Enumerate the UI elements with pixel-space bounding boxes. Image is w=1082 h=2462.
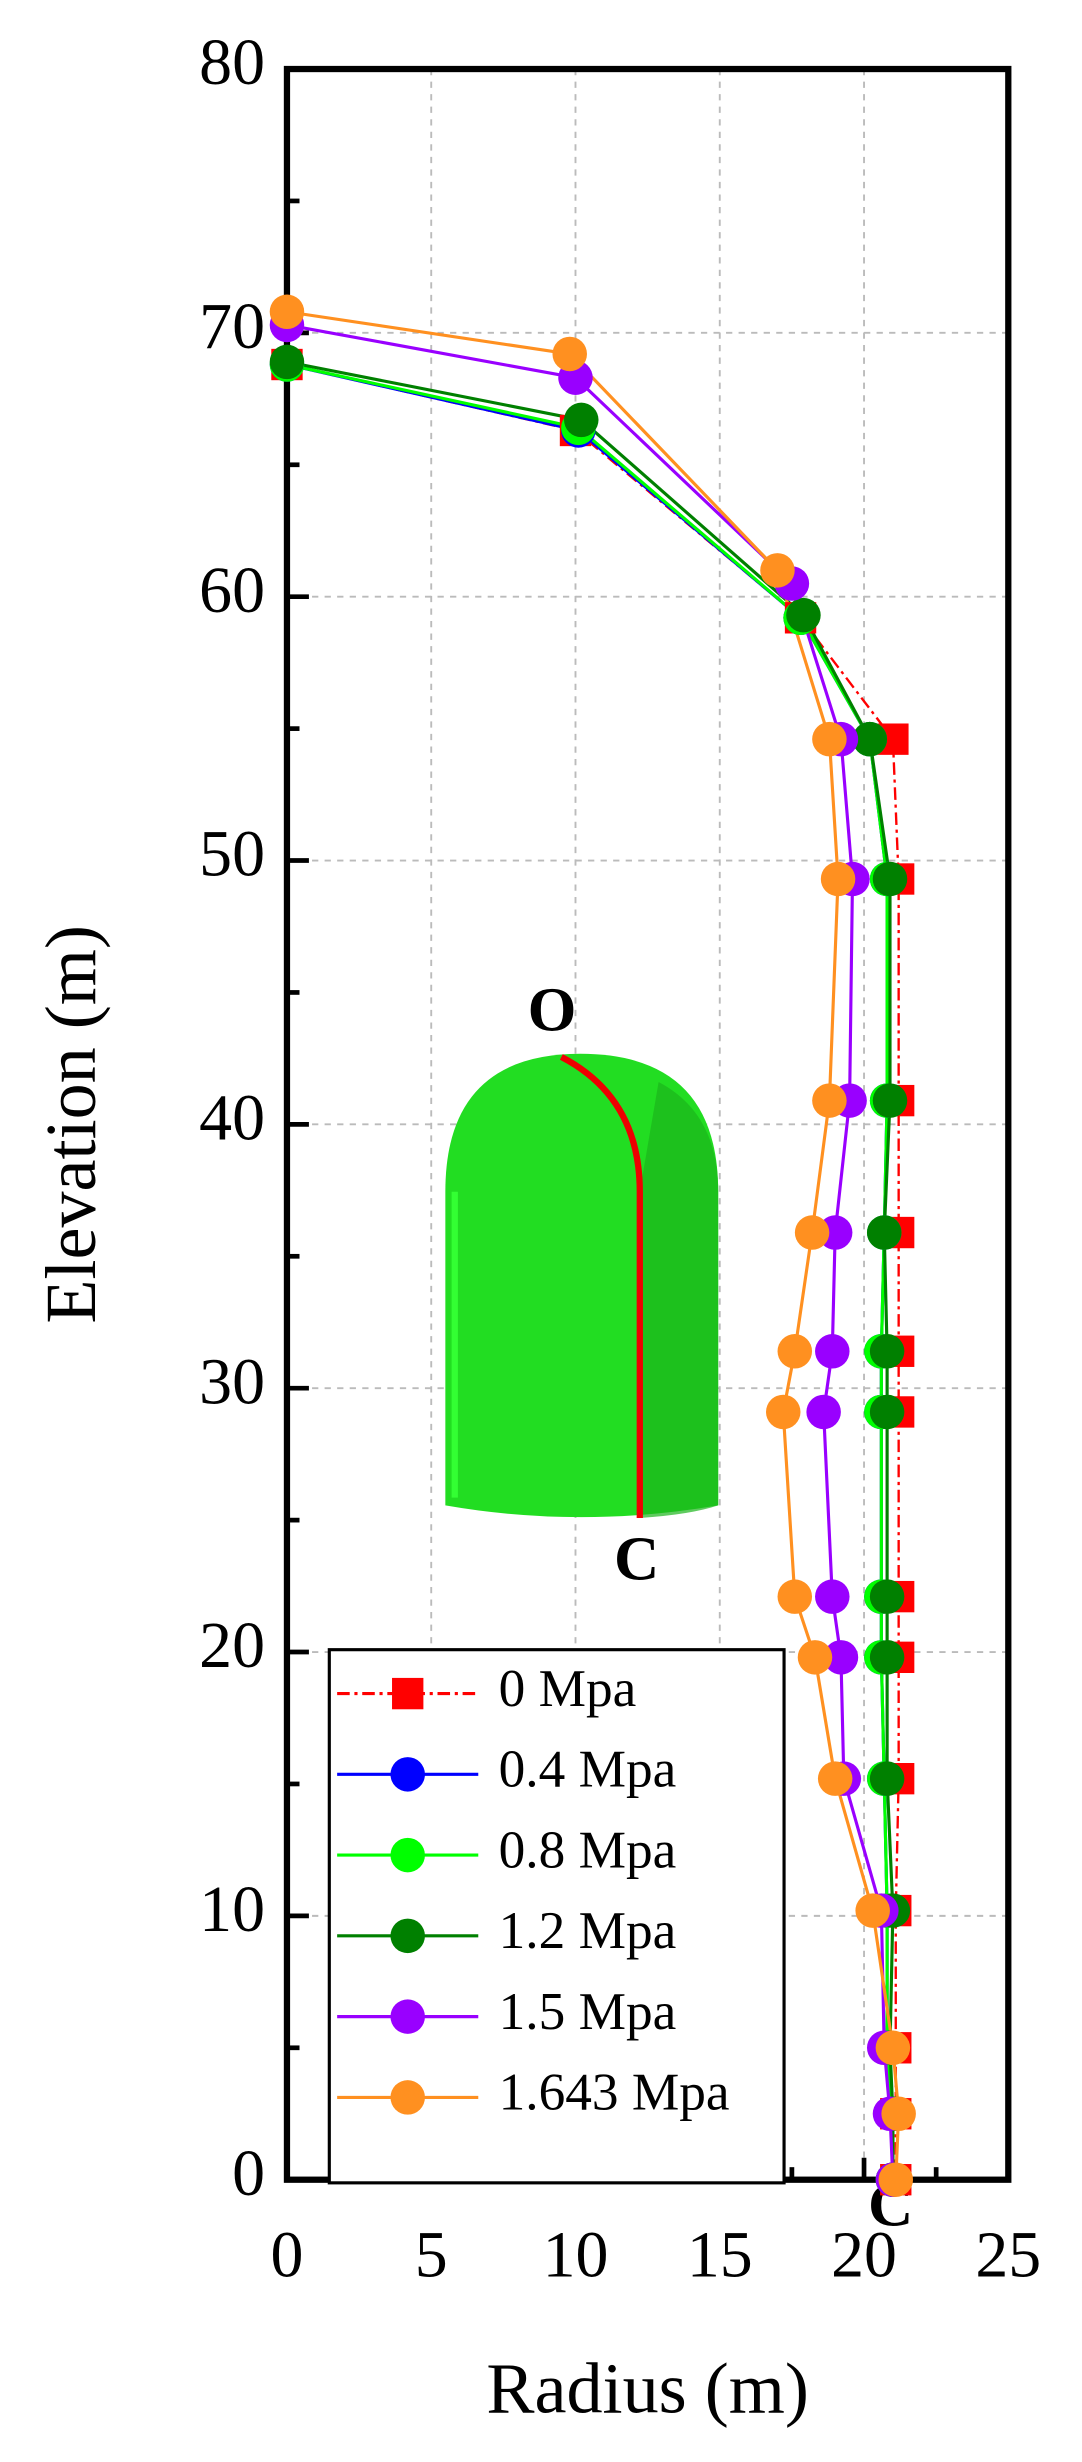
marker xyxy=(777,1334,813,1369)
legend-marker xyxy=(390,1999,425,2034)
marker xyxy=(869,1394,905,1430)
x-tick-label: 15 xyxy=(687,2218,753,2291)
marker xyxy=(812,1083,847,1118)
marker xyxy=(855,1893,890,1928)
marker xyxy=(866,1215,902,1250)
marker xyxy=(806,1394,841,1430)
marker xyxy=(760,553,795,588)
series-line xyxy=(286,363,900,2180)
marker xyxy=(786,597,821,633)
marker xyxy=(823,1640,859,1675)
legend-label: 0.8 Mpa xyxy=(499,1819,677,1879)
legend-label: 1.643 Mpa xyxy=(499,2062,730,2122)
marker xyxy=(878,2162,914,2197)
marker xyxy=(815,1334,850,1369)
y-tick-label: 70 xyxy=(199,290,265,363)
marker xyxy=(869,1579,905,1614)
y-axis-label: Elevation (m) xyxy=(31,925,111,1324)
marker xyxy=(881,2096,916,2132)
legend-label: 1.2 Mpa xyxy=(499,1900,677,1960)
y-tick-label: 40 xyxy=(199,1081,265,1154)
legend-label: 1.5 Mpa xyxy=(499,1981,677,2041)
legend-marker xyxy=(390,1837,425,1873)
marker xyxy=(875,2030,911,2066)
x-tick-label: 25 xyxy=(975,2218,1041,2291)
series-line xyxy=(286,362,895,2180)
marker xyxy=(777,1579,813,1614)
marker xyxy=(872,1083,908,1118)
legend-label: 0.4 Mpa xyxy=(499,1739,677,1799)
legend-marker xyxy=(390,1918,425,1954)
marker xyxy=(269,294,305,330)
marker xyxy=(820,861,856,897)
annotation: O xyxy=(528,975,577,1045)
y-tick-label: 60 xyxy=(199,554,265,627)
marker xyxy=(815,1579,850,1614)
legend: 0 Mpa 0.4 Mpa 0.8 Mpa 1.2 Mpa 1.5 Mpa 1.643 M… xyxy=(327,1648,786,2185)
legend-label: 0 Mpa xyxy=(499,1658,637,1718)
legend-marker xyxy=(390,2080,425,2115)
marker xyxy=(872,861,908,897)
series-line xyxy=(286,360,895,2180)
legend-marker xyxy=(392,1677,424,1710)
y-tick-label: 80 xyxy=(199,26,265,99)
marker xyxy=(812,721,847,757)
marker xyxy=(797,1640,833,1675)
marker xyxy=(869,1761,905,1796)
x-tick-label: 0 xyxy=(270,2218,303,2291)
marker xyxy=(552,336,587,372)
marker xyxy=(794,1215,830,1250)
y-tick-label: 0 xyxy=(232,2137,265,2210)
marker xyxy=(869,1334,905,1369)
marker xyxy=(269,344,305,380)
marker xyxy=(564,402,599,438)
x-tick-label: 5 xyxy=(415,2218,448,2291)
marker xyxy=(852,721,888,757)
x-tick-label: 20 xyxy=(831,2218,897,2291)
x-tick-label: 10 xyxy=(543,2218,609,2291)
inset-capsule: O C xyxy=(445,975,719,1593)
series-line xyxy=(286,310,901,2180)
marker xyxy=(817,1761,853,1796)
y-tick-label: 30 xyxy=(199,1345,265,1418)
x-axis-label: Radius (m) xyxy=(486,2349,809,2429)
marker xyxy=(765,1394,801,1430)
y-tick-label: 20 xyxy=(199,1609,265,1682)
annotation: C xyxy=(614,1523,659,1593)
y-tick-label: 50 xyxy=(199,818,265,891)
marker xyxy=(869,1640,905,1675)
y-tick-label: 10 xyxy=(199,1873,265,1946)
legend-marker xyxy=(390,1757,425,1792)
